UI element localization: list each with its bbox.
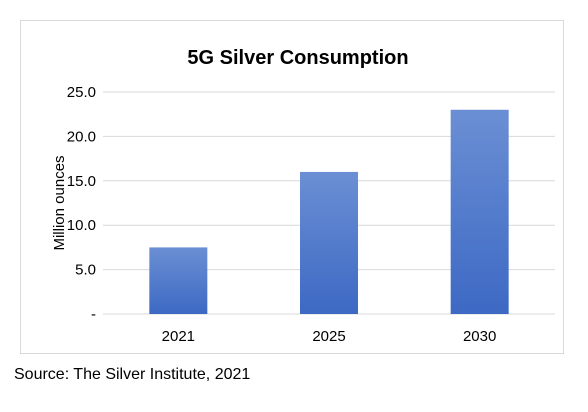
chart-title: 5G Silver Consumption — [187, 47, 408, 69]
bar-2021 — [149, 247, 208, 314]
bar-2030 — [450, 109, 509, 314]
y-tick-label: - — [91, 306, 96, 323]
bar-2025 — [300, 171, 358, 314]
x-tick-label: 2025 — [312, 328, 345, 345]
source-note: Source: The Silver Institute, 2021 — [14, 366, 251, 383]
y-tick-label: 20.0 — [67, 128, 96, 145]
y-tick-label: 10.0 — [67, 217, 96, 234]
y-tick-label: 25.0 — [67, 84, 96, 101]
x-tick-label: 2021 — [162, 328, 195, 345]
x-tick-label: 2030 — [463, 328, 496, 345]
y-axis-label: Million ounces — [51, 155, 68, 250]
y-tick-label: 5.0 — [75, 262, 96, 279]
y-tick-label: 15.0 — [67, 173, 96, 190]
